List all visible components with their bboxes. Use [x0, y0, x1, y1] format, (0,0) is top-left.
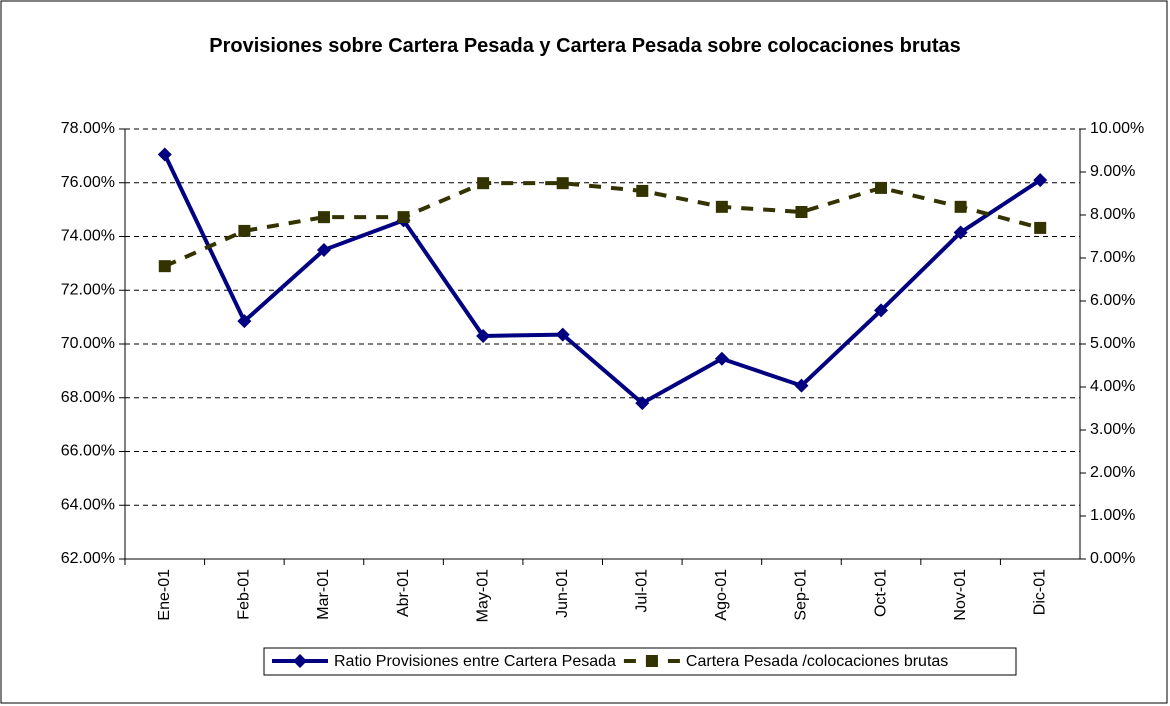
legend-marker	[645, 655, 658, 667]
y2-tick-label: 2.00%	[1090, 464, 1135, 481]
y-tick-label: 72.00%	[61, 281, 115, 298]
y2-tick-label: 8.00%	[1090, 206, 1135, 223]
data-point	[714, 351, 729, 366]
data-point	[237, 314, 252, 329]
y2-tick-label: 7.00%	[1090, 249, 1135, 266]
y-tick-label: 78.00%	[61, 120, 115, 137]
y2-tick-label: 9.00%	[1090, 163, 1135, 180]
data-point	[158, 260, 171, 273]
series-line	[162, 153, 1042, 406]
y2-tick-label: 6.00%	[1090, 292, 1135, 309]
y2-tick-label: 5.00%	[1090, 335, 1135, 352]
data-point	[316, 242, 331, 257]
legend: Ratio Provisiones entre Cartera Pesada Ca…	[263, 647, 1017, 676]
data-point	[1033, 173, 1048, 188]
x-tick-label: Mar-01	[315, 569, 332, 620]
x-tick-label: Sep-01	[793, 569, 810, 621]
data-point	[397, 211, 410, 224]
data-point	[157, 147, 172, 162]
x-tick-label: Ene-01	[156, 569, 173, 621]
data-point	[238, 224, 251, 237]
data-point	[794, 378, 809, 393]
y2-tick-label: 3.00%	[1090, 421, 1135, 438]
x-tick-label: Jun-01	[554, 569, 571, 618]
legend-marker	[293, 654, 307, 668]
data-point	[953, 225, 968, 240]
data-point	[636, 184, 649, 197]
x-tick-label: Abr-01	[395, 569, 412, 617]
x-tick-label: Nov-01	[952, 569, 969, 621]
data-point	[555, 327, 570, 342]
y2-tick-label: 0.00%	[1090, 550, 1135, 567]
data-point	[635, 396, 650, 411]
y-tick-label: 76.00%	[61, 174, 115, 191]
y-tick-label: 74.00%	[61, 228, 115, 245]
legend-label: Ratio Provisiones entre Cartera Pesada	[334, 653, 616, 670]
data-point	[1034, 221, 1047, 234]
data-point	[795, 205, 808, 218]
legend-label: Cartera Pesada /colocaciones brutas	[686, 653, 948, 670]
data-point	[875, 181, 888, 194]
data-point	[715, 200, 728, 213]
y2-tick-label: 10.00%	[1090, 120, 1144, 137]
y2-tick-label: 4.00%	[1090, 378, 1135, 395]
data-point	[556, 177, 569, 190]
x-tick-label: Oct-01	[872, 569, 889, 617]
y-tick-label: 66.00%	[61, 443, 115, 460]
x-tick-label: Feb-01	[236, 569, 253, 620]
y-tick-label: 68.00%	[61, 389, 115, 406]
data-point	[317, 211, 330, 224]
x-tick-label: Dic-01	[1031, 569, 1048, 615]
legend-box	[263, 647, 1017, 676]
y2-tick-label: 1.00%	[1090, 507, 1135, 524]
series-line	[163, 181, 1041, 268]
x-tick-label: Ago-01	[713, 569, 730, 621]
data-point	[476, 328, 491, 343]
y-tick-label: 70.00%	[61, 335, 115, 352]
x-tick-label: Jul-01	[634, 569, 651, 613]
y-tick-label: 62.00%	[61, 550, 115, 567]
data-point	[477, 177, 490, 190]
data-point	[954, 200, 967, 213]
y-tick-label: 64.00%	[61, 496, 115, 513]
chart-title: Provisiones sobre Cartera Pesada y Carte…	[209, 35, 961, 57]
x-tick-label: May-01	[474, 569, 491, 622]
data-point	[874, 303, 889, 318]
